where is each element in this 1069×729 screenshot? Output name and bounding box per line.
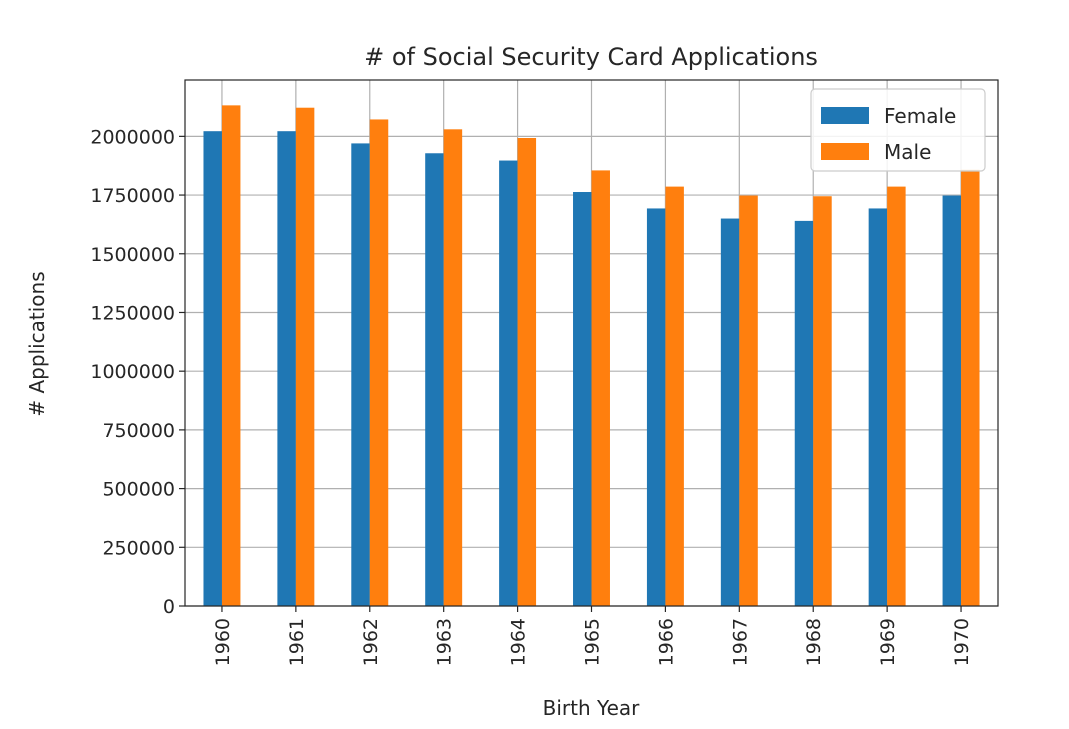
y-tick-label: 1250000 [90,302,175,324]
bar-female-1964 [499,160,518,606]
chart-title: # of Social Security Card Applications [364,43,818,71]
x-tick-label: 1970 [951,618,973,666]
bars [203,105,980,607]
x-tick-label: 1961 [286,618,308,666]
bar-female-1960 [203,131,222,606]
bar-female-1967 [720,218,740,606]
x-tick-label: 1963 [434,618,456,666]
y-tick-label: 1500000 [90,244,175,266]
x-tick-label: 1960 [212,618,234,666]
bar-female-1963 [425,153,444,606]
bar-male-1968 [813,196,832,606]
bar-male-1967 [739,195,758,606]
bar-female-1962 [351,143,370,606]
x-tick-label: 1965 [582,618,604,666]
y-tick-label: 0 [163,596,175,618]
y-tick-label: 2000000 [90,126,175,148]
bar-male-1963 [443,129,463,606]
bar-male-1961 [295,107,315,607]
bar-male-1966 [665,186,684,606]
y-tick-label: 750000 [102,420,175,442]
x-tick-label: 1966 [655,618,677,666]
x-axis-ticks: 1960 1961 1962 1963 1964 1965 1966 1967 1968 1969… [212,606,973,666]
legend-swatch-female [821,107,869,124]
bar-male-1960 [221,105,241,606]
bar-male-1964 [517,138,537,606]
bar-female-1970 [942,195,962,606]
y-tick-label: 1750000 [90,185,175,207]
x-tick-label: 1969 [877,618,899,666]
bar-female-1966 [646,208,666,606]
bar-male-1965 [591,170,610,606]
y-tick-label: 500000 [102,479,175,501]
bar-male-1970 [961,169,980,606]
bar-female-1968 [794,220,814,606]
x-tick-label: 1964 [508,618,530,666]
x-axis-label: Birth Year [543,696,640,720]
bar-female-1969 [868,208,888,606]
legend-swatch-male [821,143,869,160]
legend-label-male: Male [884,140,931,164]
legend-label-female: Female [884,104,956,128]
x-tick-label: 1962 [360,618,382,666]
bar-female-1965 [573,192,592,606]
y-axis-label: # Applications [25,271,49,416]
x-tick-label: 1968 [803,618,825,666]
y-tick-label: 1000000 [90,361,175,383]
bar-male-1962 [369,119,389,606]
bar-male-1969 [887,186,906,606]
y-tick-label: 250000 [102,537,175,559]
y-axis-ticks: 0 250000 500000 750000 1000000 1250000 1500000… [90,126,185,618]
bar-female-1961 [277,131,296,606]
x-tick-label: 1967 [729,618,751,666]
legend: Female Male [810,88,986,172]
